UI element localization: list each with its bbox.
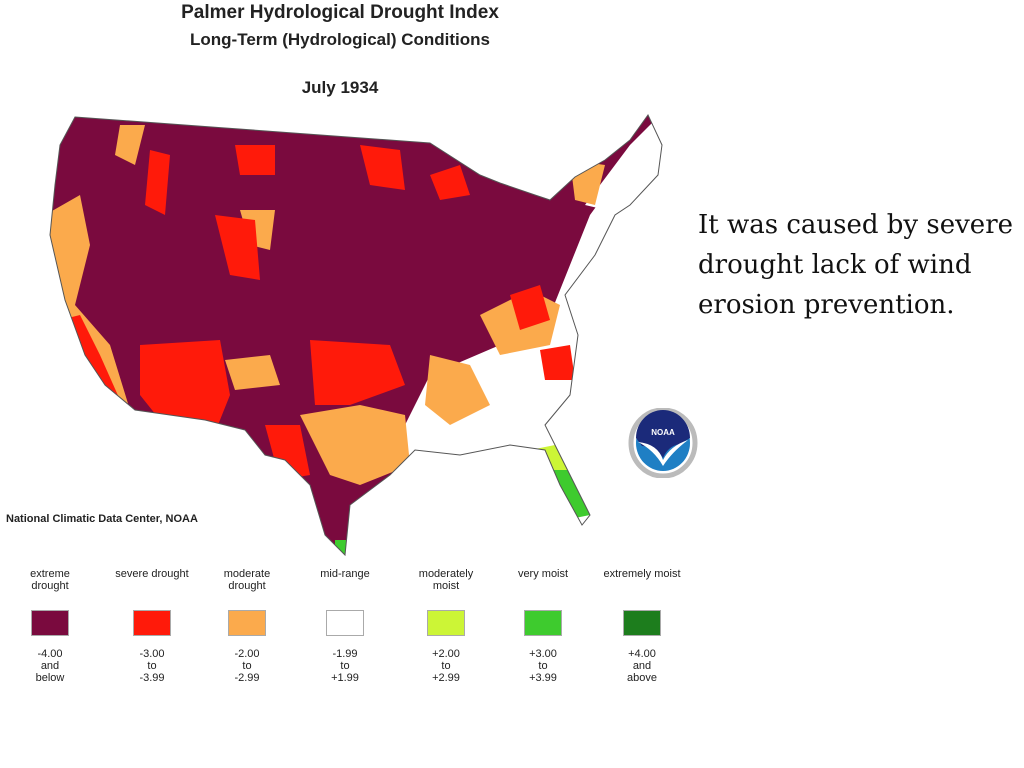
us-outline xyxy=(49,114,663,557)
legend-swatch xyxy=(326,610,364,636)
legend-mid-range: mid-range -1.99 to +1.99 xyxy=(320,568,370,684)
severe-drought-region xyxy=(140,340,230,445)
severe-drought-region xyxy=(215,215,260,280)
severe-drought-region xyxy=(510,285,550,330)
moderate-drought-region xyxy=(115,125,145,165)
logo-text: NOAA xyxy=(651,428,675,437)
legend-swatch xyxy=(427,610,465,636)
legend-moderate-drought: moderate drought -2.00 to -2.99 xyxy=(223,568,271,684)
map-title: Palmer Hydrological Drought Index xyxy=(181,2,499,23)
legend-severe-drought: severe drought -3.00 to -3.99 xyxy=(115,568,189,684)
severe-drought-region xyxy=(235,145,275,175)
map-subtitle: Long-Term (Hydrological) Conditions xyxy=(190,30,490,49)
legend-swatch xyxy=(31,610,69,636)
severe-drought-region xyxy=(540,345,575,380)
severe-drought-region xyxy=(310,340,405,405)
legend-very-moist: very moist +3.00 to +3.99 xyxy=(517,568,569,684)
legend-swatch xyxy=(524,610,562,636)
legend-extreme-drought: extreme drought -4.00 and below xyxy=(30,568,70,684)
legend-swatch xyxy=(623,610,661,636)
moderate-drought-region xyxy=(425,355,490,425)
legend-swatch xyxy=(133,610,171,636)
moderate-drought-region xyxy=(50,195,130,410)
severe-drought-region xyxy=(145,150,170,215)
moderate-drought-region xyxy=(225,355,280,390)
very-moist-region xyxy=(545,470,590,520)
map-date: July 1934 xyxy=(301,78,379,97)
moderate-drought-region xyxy=(300,405,410,485)
drought-map xyxy=(49,114,663,557)
legend-extremely-moist: extremely moist +4.00 and above xyxy=(603,568,681,684)
severe-drought-region xyxy=(430,165,470,200)
legend-swatch xyxy=(228,610,266,636)
noaa-logo: NOAA xyxy=(628,408,698,478)
very-moist-region xyxy=(335,540,352,555)
legend-moderately-moist: moderately moist +2.00 to +2.99 xyxy=(418,568,474,684)
source-credit: National Climatic Data Center, NOAA xyxy=(6,513,198,525)
severe-drought-region xyxy=(360,145,405,190)
slide-caption: It was caused by severe drought lack of … xyxy=(698,210,1014,320)
